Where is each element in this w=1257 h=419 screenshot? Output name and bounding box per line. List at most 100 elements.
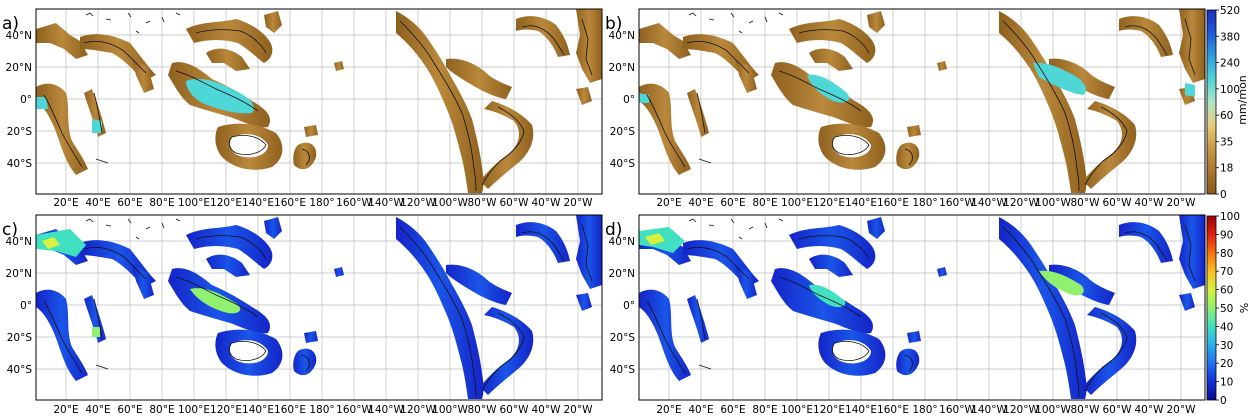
colorbar-tick-label: 60 [1220, 110, 1233, 122]
colorbar-tick-label: 100 [1220, 84, 1240, 96]
panel-label: a) [2, 14, 19, 34]
longitude-tick-label: 120°W [1003, 404, 1039, 416]
longitude-tick-label: 20°E [656, 404, 681, 416]
colorbar-tick-label: 35 [1220, 136, 1233, 148]
longitude-tick-label: 80°E [752, 197, 777, 209]
latitude-tick-label: 0° [623, 300, 635, 312]
longitude-tick-label: 40°W [532, 197, 562, 209]
colorbar-tick-label: 100 [1220, 211, 1240, 223]
longitude-tick-label: 20°E [53, 197, 78, 209]
latitude-tick-label: 40°N [6, 236, 32, 248]
colorbar-tick-label: 10 [1220, 377, 1233, 389]
longitude-tick-label: 140°E [845, 404, 877, 416]
longitude-tick-label: 140°E [845, 197, 877, 209]
colorbar-unit: mm/mon [1236, 75, 1249, 125]
latitude-tick-label: 0° [20, 94, 32, 106]
longitude-tick-label: 140°E [242, 404, 274, 416]
latitude-tick-label: 20°S [610, 126, 636, 138]
longitude-tick-label: 160°W [939, 404, 975, 416]
longitude-tick-label: 180° [912, 404, 937, 416]
longitude-tick-label: 100°W [1035, 404, 1071, 416]
longitude-tick-label: 160°E [877, 197, 909, 209]
longitude-tick-label: 80°W [468, 404, 498, 416]
longitude-tick-label: 160°W [336, 404, 372, 416]
colorbar-tick-label: 70 [1220, 266, 1233, 278]
longitude-tick-label: 60°W [500, 404, 530, 416]
longitude-tick-label: 100°E [178, 197, 210, 209]
longitude-tick-label: 120°E [210, 404, 242, 416]
latitude-tick-label: 0° [623, 94, 635, 106]
longitude-tick-label: 40°E [688, 197, 713, 209]
longitude-tick-label: 60°W [500, 197, 530, 209]
high-precip-patch [186, 78, 254, 114]
longitude-tick-label: 20°E [53, 404, 78, 416]
longitude-tick-label: 120°W [400, 404, 436, 416]
longitude-tick-label: 80°W [1071, 197, 1101, 209]
colorbar-tick-label: 40 [1220, 321, 1233, 333]
latitude-tick-label: 40°N [6, 30, 32, 42]
colorbar-tick-label: 18 [1220, 163, 1233, 175]
colorbar-tick-label: 90 [1220, 229, 1233, 241]
longitude-tick-label: 140°W [368, 197, 404, 209]
longitude-labels: 20°E 40°E 60°E 80°E 100°E 120°E 140°E 160°E 180°… [53, 197, 1196, 416]
latitude-tick-label: 20°S [7, 332, 33, 344]
latitude-tick-label: 20°N [609, 268, 635, 280]
longitude-tick-label: 180° [309, 197, 334, 209]
colorbar-tick-label: 0 [1220, 189, 1227, 201]
longitude-tick-label: 40°W [1135, 404, 1165, 416]
latitude-tick-label: 40°S [610, 158, 636, 170]
panel-label: d) [605, 220, 622, 240]
longitude-tick-label: 120°W [400, 197, 436, 209]
longitude-tick-label: 40°E [85, 197, 110, 209]
longitude-tick-label: 160°E [274, 197, 306, 209]
panel-b: b) [605, 8, 1206, 195]
longitude-tick-label: 20°W [1167, 404, 1197, 416]
panel-a: a) [2, 8, 603, 195]
colorbar-unit: % [1238, 303, 1251, 313]
panel-d: d) [605, 214, 1206, 401]
longitude-tick-label: 60°W [1103, 404, 1133, 416]
panel-label: c) [2, 220, 18, 240]
latitude-tick-label: 40°S [610, 364, 636, 376]
latitude-tick-label: 40°S [7, 158, 33, 170]
longitude-tick-label: 180° [912, 197, 937, 209]
longitude-tick-label: 140°W [971, 197, 1007, 209]
latitude-labels: 40°N 20°N 0° 20°S 40°S 40°N 20°N 0° 20°S 40°S 40°N… [6, 30, 636, 376]
longitude-tick-label: 40°W [532, 404, 562, 416]
panel-label: b) [605, 14, 622, 34]
longitude-tick-label: 120°W [1003, 197, 1039, 209]
longitude-tick-label: 80°W [468, 197, 498, 209]
colorbar-tick-label: 20 [1220, 358, 1233, 370]
longitude-tick-label: 100°W [1035, 197, 1071, 209]
panel-c: c) [2, 214, 603, 401]
latitude-tick-label: 40°N [609, 236, 635, 248]
longitude-tick-label: 100°E [781, 404, 813, 416]
longitude-tick-label: 60°W [1103, 197, 1133, 209]
colorbar-tick-label: 380 [1220, 31, 1240, 43]
latitude-tick-label: 20°N [6, 268, 32, 280]
latitude-tick-label: 20°N [609, 62, 635, 74]
colorbar-tick-label: 80 [1220, 248, 1233, 260]
longitude-tick-label: 80°W [1071, 404, 1101, 416]
longitude-tick-label: 100°W [432, 197, 468, 209]
latitude-tick-label: 20°S [610, 332, 636, 344]
latitude-tick-label: 40°S [7, 364, 33, 376]
colorbar-tick-label: 240 [1220, 58, 1240, 70]
longitude-tick-label: 40°E [688, 404, 713, 416]
longitude-tick-label: 60°E [720, 197, 745, 209]
longitude-tick-label: 20°W [564, 197, 594, 209]
longitude-tick-label: 120°E [210, 197, 242, 209]
longitude-tick-label: 160°W [939, 197, 975, 209]
latitude-tick-label: 20°N [6, 62, 32, 74]
longitude-tick-label: 20°W [1167, 197, 1197, 209]
longitude-tick-label: 40°E [85, 404, 110, 416]
longitude-tick-label: 80°E [149, 197, 174, 209]
latitude-tick-label: 0° [20, 300, 32, 312]
longitude-tick-label: 60°E [720, 404, 745, 416]
latitude-tick-label: 40°N [609, 30, 635, 42]
longitude-tick-label: 80°E [752, 404, 777, 416]
longitude-tick-label: 140°W [368, 404, 404, 416]
longitude-tick-label: 120°E [813, 404, 845, 416]
